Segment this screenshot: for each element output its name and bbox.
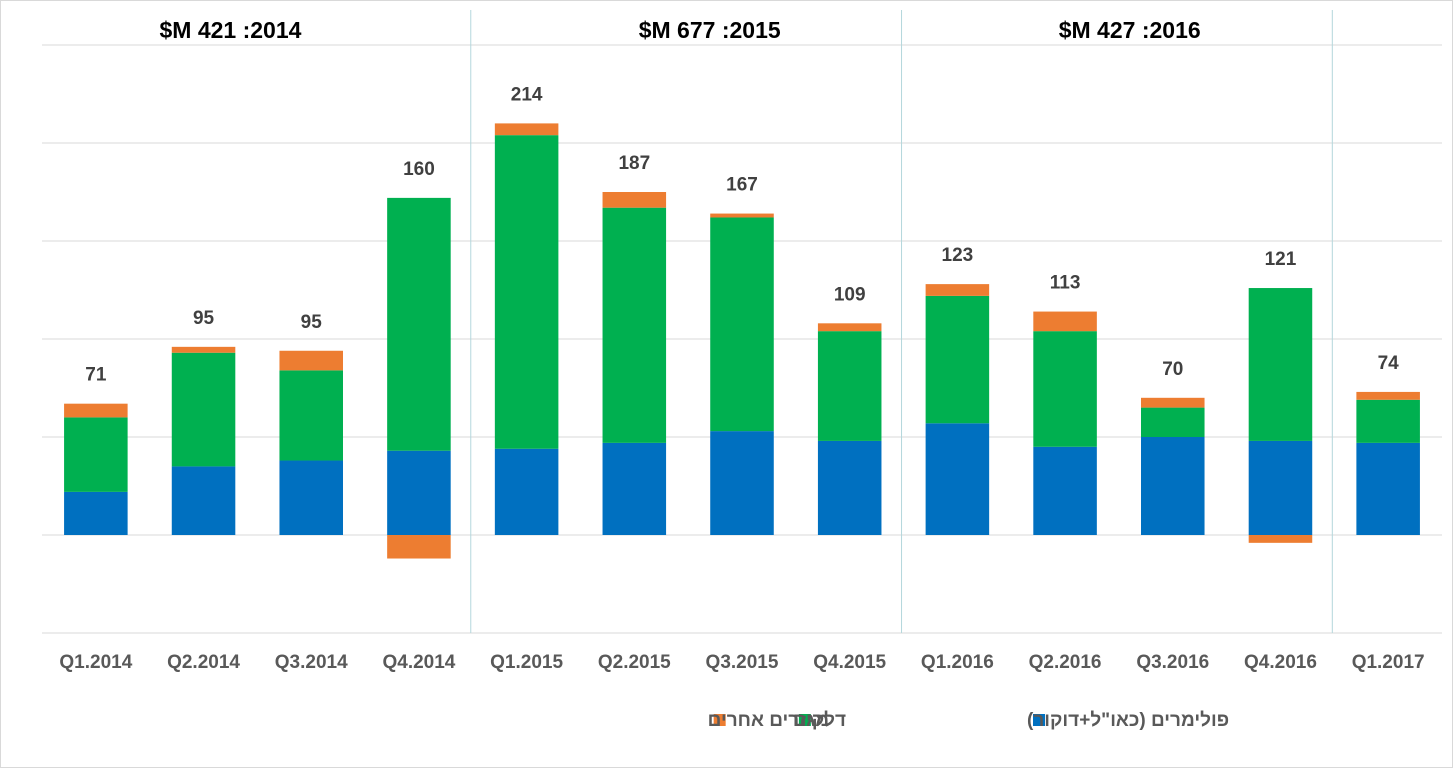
bar-segment bbox=[710, 431, 774, 535]
bar-segment bbox=[817, 440, 882, 535]
x-tick-label: Q3.2016 bbox=[1136, 652, 1209, 673]
total-label: 71 bbox=[85, 365, 107, 386]
bar-segment bbox=[279, 370, 343, 461]
bar-segment bbox=[710, 213, 774, 218]
x-tick-label: Q2.2016 bbox=[1029, 652, 1102, 673]
bar-segment bbox=[925, 295, 990, 424]
bar-segment bbox=[602, 442, 667, 535]
bar-segment bbox=[1356, 442, 1420, 535]
total-label: 109 bbox=[834, 284, 866, 305]
x-tick-label: Q2.2014 bbox=[167, 652, 240, 673]
bar-segment bbox=[817, 331, 882, 441]
bar-segment bbox=[64, 417, 128, 492]
bar-segment bbox=[171, 352, 236, 467]
total-label: 160 bbox=[403, 159, 435, 180]
x-tick-label: Q4.2014 bbox=[382, 652, 455, 673]
bar-segment bbox=[171, 466, 236, 535]
x-tick-label: Q1.2017 bbox=[1352, 652, 1425, 673]
legend-swatch bbox=[1033, 714, 1045, 726]
bar-segment bbox=[64, 403, 128, 418]
year-annotation: $M 427 :2016 bbox=[1059, 17, 1201, 43]
legend-label: דלקים bbox=[793, 710, 846, 731]
total-label: 95 bbox=[193, 308, 215, 329]
total-label: 74 bbox=[1378, 353, 1400, 374]
legend-swatch bbox=[798, 714, 811, 726]
legend-label: מגזרים אחרים bbox=[708, 710, 829, 731]
x-tick-label: Q3.2015 bbox=[706, 652, 779, 673]
bar-segment bbox=[710, 217, 774, 432]
x-tick-label: Q4.2015 bbox=[813, 652, 886, 673]
x-tick-label: Q3.2014 bbox=[275, 652, 348, 673]
bar-segment bbox=[602, 207, 667, 443]
x-tick-label: Q1.2015 bbox=[490, 652, 563, 673]
bar-segment bbox=[171, 346, 236, 353]
bar-segment bbox=[279, 350, 343, 371]
bar-segment bbox=[1033, 311, 1097, 332]
total-label: 167 bbox=[726, 175, 758, 196]
bar-segment bbox=[1141, 437, 1205, 535]
year-annotation: $M 677 :2015 bbox=[639, 17, 781, 43]
total-label: 121 bbox=[1265, 249, 1297, 270]
total-label: 113 bbox=[1050, 273, 1081, 294]
bar-segment bbox=[279, 460, 343, 535]
bar-segment bbox=[1248, 535, 1313, 543]
bar-segment bbox=[494, 123, 559, 136]
bar-segment bbox=[494, 448, 559, 535]
total-label: 214 bbox=[511, 84, 543, 105]
bar-segment bbox=[925, 423, 990, 535]
total-label: 95 bbox=[301, 312, 323, 333]
total-label: 70 bbox=[1162, 359, 1183, 380]
bar-segment bbox=[64, 491, 128, 535]
x-tick-label: Q1.2016 bbox=[921, 652, 994, 673]
legend-label: פולימרים (כאו"ל+דוקור) bbox=[1027, 710, 1229, 731]
legend-swatch bbox=[713, 714, 726, 726]
bar-segment bbox=[1248, 440, 1313, 535]
x-tick-label: Q1.2014 bbox=[59, 652, 132, 673]
x-tick-label: Q2.2015 bbox=[598, 652, 671, 673]
x-tick-label: Q4.2016 bbox=[1244, 652, 1317, 673]
bar-segment bbox=[602, 192, 667, 208]
year-annotation: $M 421 :2014 bbox=[159, 17, 301, 43]
bar-segment bbox=[1033, 446, 1097, 535]
bar-segment bbox=[1356, 391, 1420, 400]
bar-segment bbox=[1033, 331, 1097, 447]
total-label: 123 bbox=[942, 245, 974, 266]
bar-segment bbox=[1141, 397, 1205, 408]
bar-segment bbox=[817, 323, 882, 332]
bar-segment bbox=[494, 135, 559, 449]
bar-segment bbox=[387, 197, 451, 451]
bar-segment bbox=[1141, 407, 1205, 437]
total-label: 187 bbox=[618, 153, 650, 174]
bar-segment bbox=[387, 450, 451, 535]
bar-segment bbox=[1356, 399, 1420, 443]
bar-segment bbox=[387, 535, 451, 559]
bar-segment bbox=[1248, 288, 1313, 441]
bar-segment bbox=[925, 284, 990, 296]
